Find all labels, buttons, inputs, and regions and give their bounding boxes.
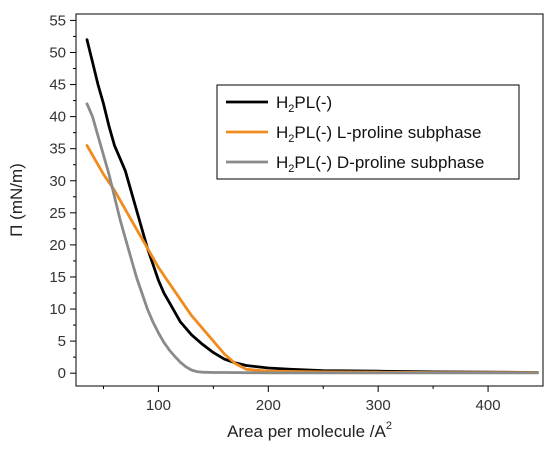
y-tick-label: 50 bbox=[49, 44, 66, 61]
y-tick-label: 10 bbox=[49, 301, 66, 318]
x-axis: 100 200 300 400 bbox=[102, 386, 501, 414]
y-tick-label: 30 bbox=[49, 173, 66, 190]
x-tick-label: 400 bbox=[476, 397, 501, 414]
y-tick-label: 45 bbox=[49, 77, 66, 94]
x-tick-label: 200 bbox=[256, 397, 281, 414]
y-axis-title: Π (mN/m) bbox=[7, 163, 26, 237]
legend: H2PL(-) H2PL(-) L-proline subphase H2PL(-)… bbox=[216, 84, 520, 180]
y-tick-label: 35 bbox=[49, 141, 66, 158]
legend-label-3: H2PL(-) D-proline subphase bbox=[276, 153, 484, 175]
y-tick-label: 0 bbox=[58, 365, 66, 382]
x-axis-title: Area per molecule /A2 bbox=[227, 420, 392, 441]
y-tick-label: 5 bbox=[58, 333, 66, 350]
y-tick-label: 25 bbox=[49, 205, 66, 222]
y-axis: 0 5 10 15 20 25 30 35 40 45 50 55 bbox=[49, 12, 76, 382]
series-line-1 bbox=[85, 38, 539, 374]
series-line-3 bbox=[85, 102, 539, 375]
plot-frame bbox=[75, 13, 544, 387]
y-tick-label: 15 bbox=[49, 269, 66, 286]
series-layer bbox=[85, 38, 539, 375]
legend-label-1: H2PL(-) bbox=[276, 93, 332, 115]
x-tick-label: 100 bbox=[146, 397, 171, 414]
y-tick-label: 20 bbox=[49, 237, 66, 254]
x-tick-label: 300 bbox=[366, 397, 391, 414]
plot-border bbox=[75, 13, 544, 387]
series-line-2 bbox=[85, 144, 539, 374]
y-tick-label: 55 bbox=[49, 12, 66, 29]
y-tick-label: 40 bbox=[49, 109, 66, 126]
legend-label-2: H2PL(-) L-proline subphase bbox=[276, 123, 482, 145]
